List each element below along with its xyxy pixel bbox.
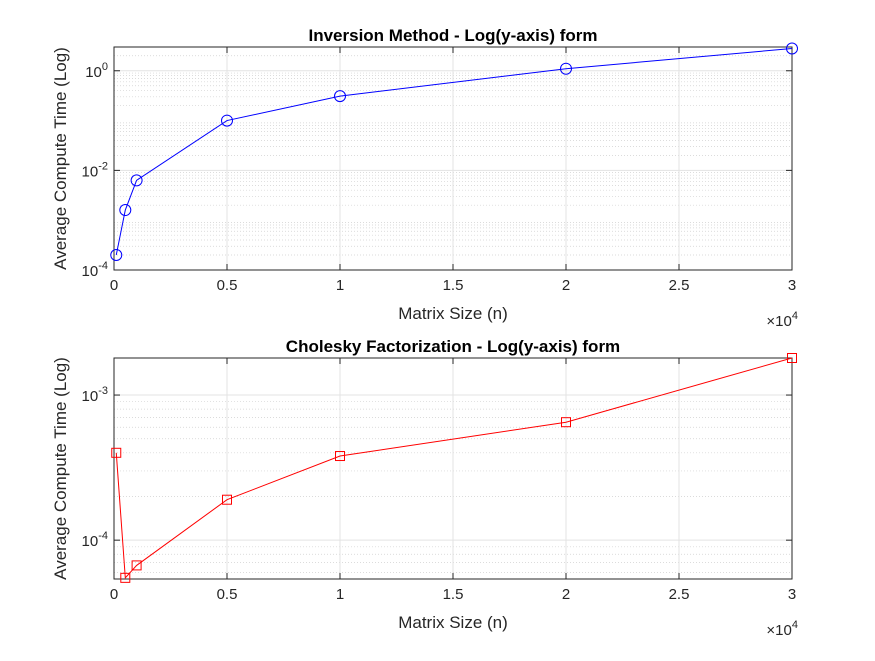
chart-1: 0 0.5 1 1.5 2 2.5 3 10-4 10-2 100 Inversion Method… xyxy=(51,26,798,330)
data-point xyxy=(561,417,571,428)
data-point xyxy=(786,42,798,55)
data-point xyxy=(335,451,345,462)
x-multiplier-label: ×104 xyxy=(766,619,798,639)
y-tick-label: 10-4 xyxy=(82,530,108,550)
data-point xyxy=(222,494,232,505)
x-axis-label: Matrix Size (n) xyxy=(398,304,508,323)
x-tick-label: 2.5 xyxy=(669,277,690,294)
data-point xyxy=(110,249,123,262)
data-point xyxy=(111,447,122,458)
x-tick-label: 0 xyxy=(110,586,118,603)
x-tick-label: 1.5 xyxy=(443,277,464,294)
x-tick-label: 0.5 xyxy=(217,277,238,294)
series-line xyxy=(115,47,793,256)
chart-2: 0 0.5 1 1.5 2 2.5 3 10-4 10-3 Cholesky Factorizat… xyxy=(51,337,798,639)
x-tick-label: 0.5 xyxy=(217,586,238,603)
y-axis-label: Average Compute Time (Log) xyxy=(51,357,70,580)
data-point xyxy=(130,174,143,187)
x-multiplier-label: ×104 xyxy=(766,310,798,330)
x-tick-label: 3 xyxy=(788,586,796,603)
x-tick-label: 1 xyxy=(336,277,344,294)
data-point xyxy=(131,560,142,571)
x-tick-label: 0 xyxy=(110,277,118,294)
x-tick-label: 1.5 xyxy=(443,586,464,603)
data-point xyxy=(787,353,797,363)
x-tick-label: 3 xyxy=(788,277,796,294)
data-point xyxy=(334,90,346,103)
x-axis-label: Matrix Size (n) xyxy=(398,613,508,632)
y-tick-label: 10-2 xyxy=(82,160,108,180)
x-tick-label: 2 xyxy=(562,586,570,603)
data-point xyxy=(560,62,572,75)
x-tick-label: 2.5 xyxy=(669,586,690,603)
data-point xyxy=(119,204,132,217)
y-tick-label: 10-4 xyxy=(82,260,108,280)
data-point xyxy=(221,114,233,127)
y-tick-label: 10-3 xyxy=(82,385,108,405)
y-tick-label: 100 xyxy=(85,61,108,81)
y-axis-label: Average Compute Time (Log) xyxy=(51,47,70,270)
data-point xyxy=(120,572,131,583)
chart-title: Cholesky Factorization - Log(y-axis) for… xyxy=(286,337,620,356)
chart-title: Inversion Method - Log(y-axis) form xyxy=(308,26,597,45)
x-tick-label: 2 xyxy=(562,277,570,294)
series-line xyxy=(115,357,793,580)
x-tick-label: 1 xyxy=(336,586,344,603)
